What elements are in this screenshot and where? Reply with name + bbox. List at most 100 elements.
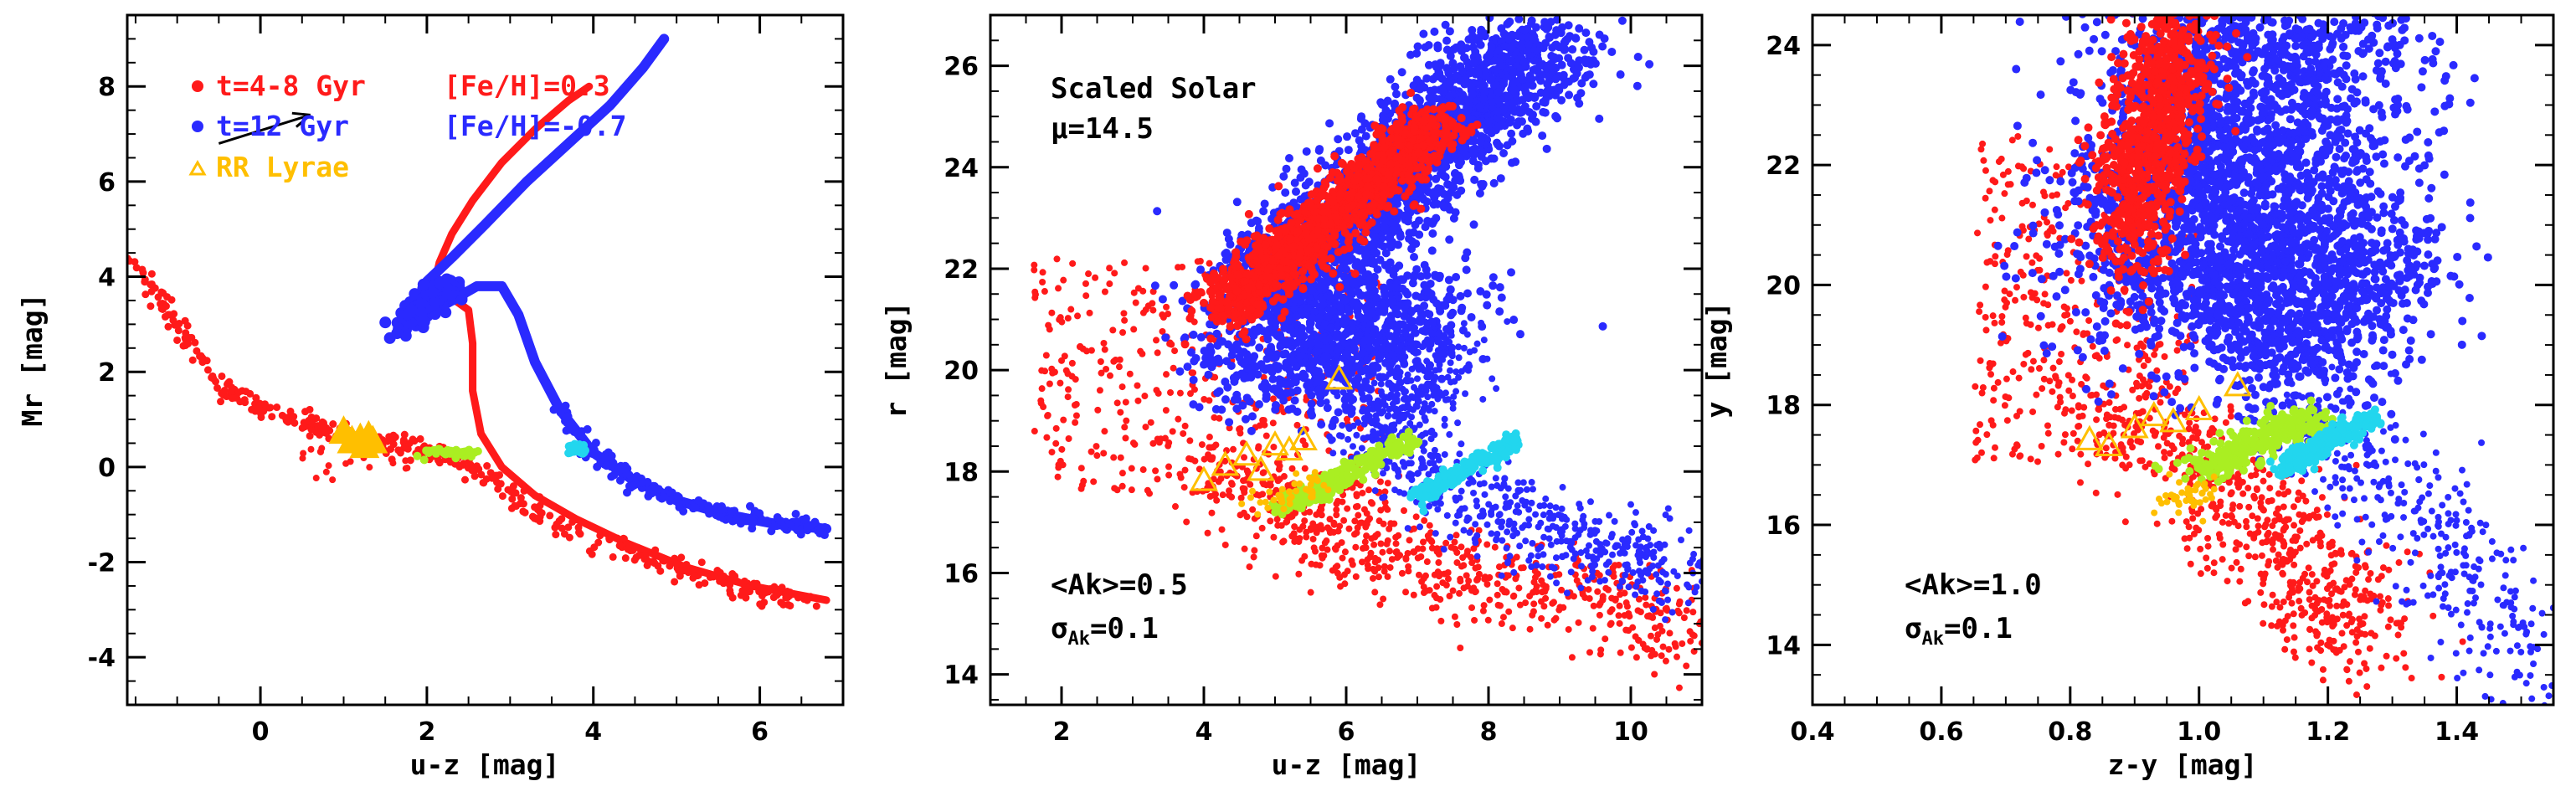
blue-ms-point [1581,28,1591,38]
red-giant-point [1402,588,1410,596]
blue-giant-point [1563,589,1571,597]
red-giant-point [1388,556,1396,563]
red-giant-point [1370,574,1377,582]
red-giant-point [1486,573,1494,581]
blue-giant-point [1634,578,1642,586]
red-field-point [1077,485,1085,492]
blue-giant-point [1431,446,1438,454]
red-giant-point [1530,600,1538,608]
red-giant-point [1522,599,1530,607]
red-field-point [1072,419,1079,426]
red-giant-point [1398,569,1406,577]
red-giant-point [1689,631,1696,639]
blue-ms-point [1191,280,1201,289]
red-giant-point [1360,506,1368,513]
red-giant-point [1572,561,1580,568]
x-tick-label: 0 [252,717,270,747]
red-giant-point [1586,649,1593,656]
red-giant-point [701,579,709,588]
red-field-point [1072,412,1080,419]
red-giant-point [1412,513,1420,521]
red-field-point [1058,357,1066,364]
blue-giant-point [1506,552,1514,560]
blue-giant-point [1705,560,1712,567]
blue-giant-point [1373,435,1381,443]
blue-giant-point [1542,495,1550,502]
blue-giant-point [1609,551,1617,558]
red-giant-point [329,420,337,429]
blue-ms-point [1530,56,1539,65]
red-giant-point [1171,503,1179,511]
red-giant-point [1719,642,1725,649]
red-field-point [1117,409,1124,416]
red-scatter-point [322,468,330,475]
red-giant-point [1352,573,1360,580]
blue-ms-point [1575,99,1584,108]
blue-giant-point [1662,616,1669,624]
red-scatter-point [402,465,409,472]
blue-giant-point [1619,536,1627,543]
red-field-point [1259,416,1267,424]
red-giant-point [1602,635,1609,643]
red-field-point [1031,266,1038,274]
red-field-point [1269,419,1277,427]
red-giant-point [1432,594,1440,602]
red-giant-point [1405,568,1412,575]
blue-giant-point [1488,511,1495,518]
red-giant-point [1441,570,1448,578]
blue-turnoff-point [455,293,468,306]
blue-ms-point [1158,295,1167,304]
red-field-point [1216,414,1223,422]
blue-giant-point [1635,536,1643,543]
red-giant-point [1354,502,1361,510]
red-giant-point [1641,645,1648,652]
blue-ms-point [1494,141,1504,151]
red-giant-point [1568,654,1576,661]
red-giant-point [650,559,659,568]
red-field-point [1048,449,1056,456]
blue-ms-point [1302,146,1311,156]
red-giant-point [1423,558,1431,566]
red-field-point [1163,371,1170,378]
blue-giant-point [1396,489,1403,496]
red-field-point [1149,288,1157,296]
blue-giant-point [1632,591,1639,599]
red-field-point [1115,363,1123,371]
blue-giant-point [1381,493,1388,501]
red-giant-point [511,501,519,510]
blue-ms-point [1468,32,1477,41]
red-field-point [1031,288,1039,296]
red-giant-point [1648,652,1655,660]
red-giant-point [671,578,679,586]
blue-giant-point [1510,526,1518,533]
red-giant-point [1709,666,1715,672]
blue-ms-point [1259,207,1268,216]
blue-giant-point [1540,533,1548,541]
red-giant-point [1185,455,1193,462]
red-field-point [1126,370,1134,378]
red-giant-point [620,534,628,542]
blue-ms-point [1503,141,1512,150]
red-giant-point [1575,619,1582,626]
blue-giant-point [1504,485,1512,492]
blue-giant-point [1533,562,1540,569]
blue-giant-point [1431,408,1438,415]
blue-giant-point [1568,546,1576,553]
red-field-point [1171,347,1179,355]
red-giant-point [1518,564,1525,572]
red-giant-point [1437,617,1445,624]
red-giant-point [1704,606,1710,613]
blue-ms-point [1500,42,1509,51]
blue-ms-point [1473,164,1483,173]
red-giant-point [1207,444,1215,451]
blue-giant-point [1570,555,1577,563]
red-giant-point [1616,602,1623,609]
red-giant-point [1340,571,1348,578]
blue-ms-point [1523,124,1532,133]
red-giant-point [1237,494,1245,501]
legend-label-old: t=12 Gyr [216,110,349,142]
y-tick-label: 6 [98,168,116,198]
red-giant-point [1419,538,1427,546]
legend-label-young: t=4-8 Gyr [216,69,366,102]
red-giant-point [1381,568,1388,575]
